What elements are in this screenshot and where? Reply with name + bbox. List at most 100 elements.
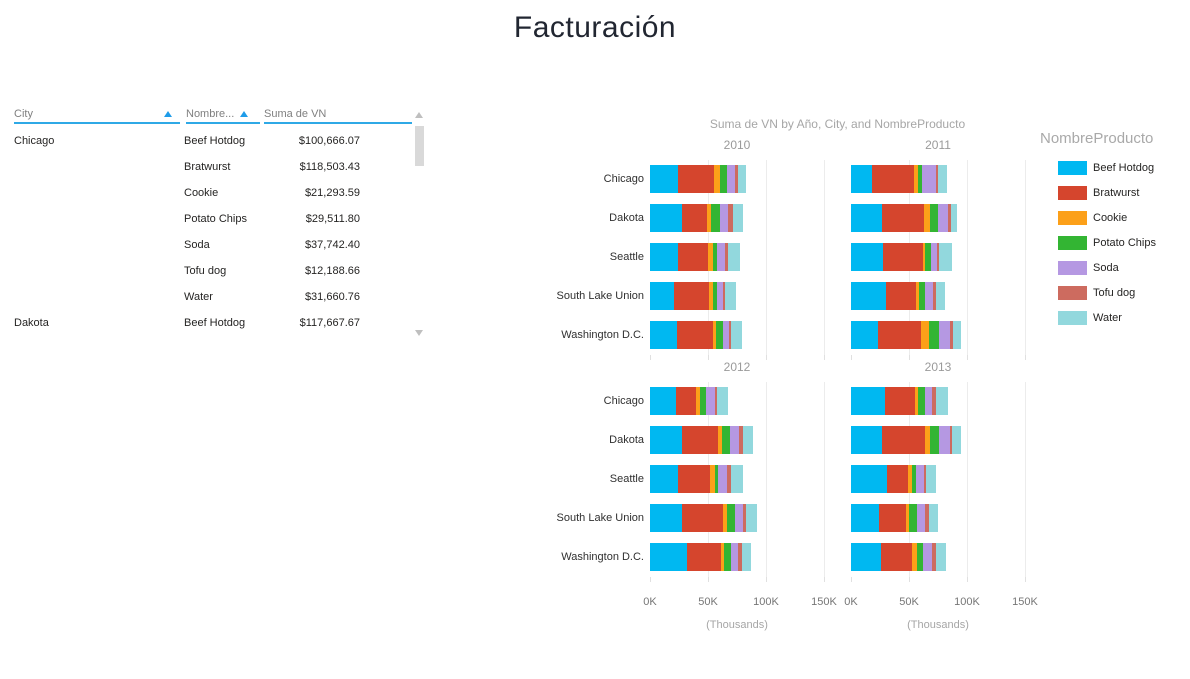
bar-segment-bratwurst[interactable] — [877, 321, 921, 349]
bar-segment-beef-hotdog[interactable] — [851, 204, 883, 232]
bar-segment-cookie[interactable] — [713, 165, 720, 193]
bar-segment-water[interactable] — [935, 387, 949, 415]
legend-item-potato-chips[interactable]: Potato Chips — [1058, 236, 1190, 250]
bar-segment-soda[interactable] — [730, 426, 740, 454]
legend-item-cookie[interactable]: Cookie — [1058, 211, 1190, 225]
stacked-bar-south-lake-union-2010[interactable] — [650, 282, 736, 310]
bar-segment-water[interactable] — [741, 543, 751, 571]
bar-segment-potato-chips[interactable] — [918, 165, 922, 193]
bar-segment-tofu-dog[interactable] — [727, 204, 734, 232]
bar-segment-tofu-dog[interactable] — [924, 465, 927, 493]
bar-segment-water[interactable] — [725, 282, 736, 310]
bar-segment-beef-hotdog[interactable] — [650, 465, 678, 493]
bar-segment-bratwurst[interactable] — [882, 426, 926, 454]
stacked-bar-washington-d-c--2010[interactable] — [650, 321, 742, 349]
bar-segment-bratwurst[interactable] — [687, 543, 721, 571]
bar-segment-cookie[interactable] — [907, 465, 913, 493]
stacked-bar-dakota-2013[interactable] — [851, 426, 962, 454]
bar-segment-tofu-dog[interactable] — [734, 165, 739, 193]
scroll-up-icon[interactable] — [415, 112, 423, 118]
bar-segment-cookie[interactable] — [709, 282, 713, 310]
bar-segment-soda[interactable] — [922, 543, 933, 571]
bar-segment-soda[interactable] — [734, 504, 743, 532]
table-row[interactable]: Bratwurst $118,503.43 — [14, 154, 426, 180]
bar-segment-beef-hotdog[interactable] — [650, 387, 676, 415]
bar-segment-potato-chips[interactable] — [929, 204, 938, 232]
table-scrollbar[interactable] — [414, 110, 425, 338]
bar-segment-potato-chips[interactable] — [712, 282, 718, 310]
bar-segment-potato-chips[interactable] — [908, 504, 918, 532]
bar-segment-bratwurst[interactable] — [677, 465, 711, 493]
bar-segment-soda[interactable] — [719, 204, 728, 232]
bar-segment-tofu-dog[interactable] — [936, 243, 940, 271]
legend-item-beef-hotdog[interactable]: Beef Hotdog — [1058, 161, 1190, 175]
bar-segment-potato-chips[interactable] — [912, 465, 916, 493]
bar-segment-potato-chips[interactable] — [719, 165, 727, 193]
bar-segment-soda[interactable] — [731, 543, 739, 571]
table-row[interactable]: Tofu dog $12,188.66 — [14, 258, 426, 284]
bar-segment-tofu-dog[interactable] — [925, 504, 929, 532]
bar-segment-potato-chips[interactable] — [714, 465, 719, 493]
bar-segment-water[interactable] — [746, 504, 757, 532]
bar-segment-cookie[interactable] — [915, 282, 920, 310]
bar-segment-beef-hotdog[interactable] — [650, 243, 678, 271]
bar-segment-cookie[interactable] — [712, 321, 717, 349]
bar-segment-water[interactable] — [937, 165, 948, 193]
bar-segment-water[interactable] — [738, 165, 747, 193]
bar-segment-cookie[interactable] — [912, 543, 918, 571]
stacked-bar-south-lake-union-2013[interactable] — [851, 504, 938, 532]
bar-segment-tofu-dog[interactable] — [932, 543, 936, 571]
bar-segment-beef-hotdog[interactable] — [851, 387, 885, 415]
table-row[interactable]: Soda $37,742.40 — [14, 232, 426, 258]
bar-segment-cookie[interactable] — [723, 504, 727, 532]
bar-segment-tofu-dog[interactable] — [714, 387, 718, 415]
bar-segment-cookie[interactable] — [718, 426, 722, 454]
stacked-bar-seattle-2011[interactable] — [851, 243, 952, 271]
table-row[interactable]: Water $31,660.76 — [14, 284, 426, 310]
stacked-bar-south-lake-union-2011[interactable] — [851, 282, 945, 310]
bar-segment-tofu-dog[interactable] — [738, 543, 742, 571]
legend-item-water[interactable]: Water — [1058, 311, 1190, 325]
bar-segment-potato-chips[interactable] — [712, 243, 718, 271]
bar-segment-water[interactable] — [935, 282, 945, 310]
bar-segment-soda[interactable] — [939, 426, 950, 454]
stacked-bar-seattle-2012[interactable] — [650, 465, 743, 493]
bar-segment-tofu-dog[interactable] — [726, 465, 732, 493]
bar-segment-water[interactable] — [731, 321, 742, 349]
bar-segment-tofu-dog[interactable] — [728, 321, 732, 349]
bar-segment-bratwurst[interactable] — [886, 465, 908, 493]
scroll-down-icon[interactable] — [415, 330, 423, 336]
bar-segment-potato-chips[interactable] — [928, 321, 940, 349]
bar-segment-soda[interactable] — [915, 465, 925, 493]
stacked-bar-washington-d-c--2013[interactable] — [851, 543, 947, 571]
bar-segment-potato-chips[interactable] — [726, 504, 735, 532]
bar-segment-soda[interactable] — [718, 465, 727, 493]
column-header-nombreproducto[interactable]: Nombre... — [186, 106, 260, 124]
bar-segment-water[interactable] — [717, 387, 728, 415]
bar-segment-water[interactable] — [926, 465, 936, 493]
bar-segment-water[interactable] — [928, 504, 938, 532]
bar-segment-potato-chips[interactable] — [917, 543, 923, 571]
bar-segment-beef-hotdog[interactable] — [650, 504, 683, 532]
table-row[interactable]: Chicago Beef Hotdog $100,666.07 — [14, 128, 426, 154]
bar-segment-tofu-dog[interactable] — [725, 243, 728, 271]
legend-item-tofu-dog[interactable]: Tofu dog — [1058, 286, 1190, 300]
stacked-bar-chicago-2013[interactable] — [851, 387, 949, 415]
bar-segment-beef-hotdog[interactable] — [851, 465, 887, 493]
bar-segment-bratwurst[interactable] — [677, 243, 708, 271]
stacked-bar-washington-d-c--2011[interactable] — [851, 321, 962, 349]
bar-segment-bratwurst[interactable] — [885, 282, 916, 310]
bar-segment-cookie[interactable] — [920, 321, 929, 349]
bar-segment-potato-chips[interactable] — [716, 321, 724, 349]
legend-item-bratwurst[interactable]: Bratwurst — [1058, 186, 1190, 200]
stacked-bar-dakota-2012[interactable] — [650, 426, 754, 454]
bar-segment-beef-hotdog[interactable] — [851, 165, 872, 193]
bar-segment-soda[interactable] — [921, 165, 936, 193]
column-header-suma-de-vn[interactable]: Suma de VN — [264, 106, 412, 124]
stacked-bar-chicago-2010[interactable] — [650, 165, 747, 193]
bar-segment-tofu-dog[interactable] — [739, 426, 743, 454]
stacked-bar-chicago-2012[interactable] — [650, 387, 728, 415]
bar-segment-bratwurst[interactable] — [884, 387, 915, 415]
bar-segment-cookie[interactable] — [914, 387, 919, 415]
bar-segment-soda[interactable] — [717, 282, 724, 310]
